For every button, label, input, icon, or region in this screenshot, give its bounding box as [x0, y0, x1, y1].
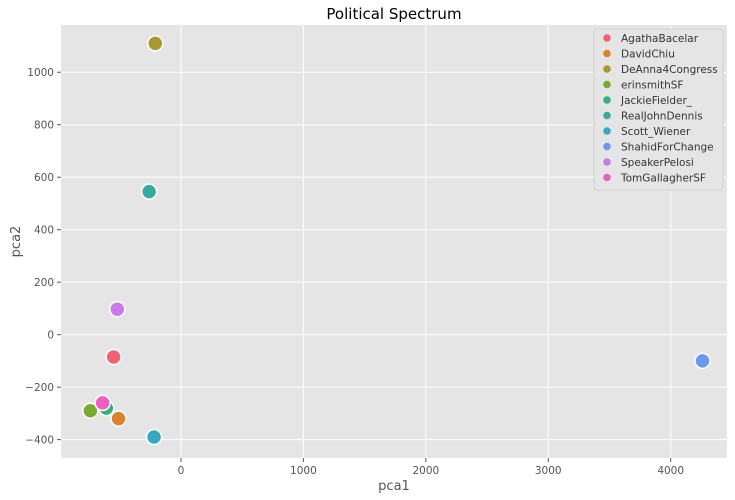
legend-label: SpeakerPelosi — [621, 157, 694, 169]
y-tick-label: 200 — [34, 277, 54, 289]
legend-box — [593, 28, 724, 191]
y-tick-label: 0 — [47, 330, 54, 342]
legend-label: TomGallagherSF — [620, 173, 706, 185]
legend-marker — [603, 142, 611, 151]
y-tick-label: −400 — [25, 435, 54, 447]
data-point-ShahidForChange — [694, 352, 711, 370]
legend-marker — [603, 173, 611, 182]
data-point-erinsmithSF — [82, 402, 99, 420]
x-tick-label: 3000 — [535, 465, 562, 477]
legend-label: DeAnna4Congress — [621, 64, 718, 76]
legend-marker — [603, 127, 611, 135]
data-point-AgathaBacelar — [105, 348, 122, 366]
y-tick-label: 800 — [34, 120, 54, 132]
legend-label: Scott_Wiener — [621, 126, 691, 138]
y-axis-label: pca2 — [9, 226, 24, 258]
data-point-DeAnna4Congress — [147, 35, 164, 52]
legend-label: erinsmithSF — [621, 80, 683, 92]
y-tick-label: −200 — [25, 382, 54, 394]
data-point-TomGallagherSF — [94, 394, 111, 412]
legend-label: JackieFielder_ — [620, 95, 693, 107]
y-tick-label: 400 — [34, 225, 54, 237]
legend-label: DavidChiu — [621, 49, 675, 61]
data-point-SpeakerPelosi — [109, 300, 126, 318]
legend-marker — [603, 65, 611, 73]
legend-label: AgathaBacelar — [621, 33, 699, 45]
legend: AgathaBacelar DavidChiu DeAnna4Congress eri… — [593, 28, 724, 191]
legend-marker — [603, 34, 611, 42]
data-point-RealJohnDennis — [140, 183, 158, 200]
legend-marker — [603, 96, 611, 104]
x-axis-label: pca1 — [378, 479, 410, 494]
x-tick-label: 4000 — [657, 465, 684, 477]
x-tick-label: 1000 — [290, 465, 317, 477]
y-tick-label: 1000 — [27, 67, 54, 79]
tick-layer: 0 1000 2000 3000 4000 −400 −200 0 200 400 600 800 10… — [25, 67, 684, 477]
point-layer — [82, 35, 711, 446]
x-tick-label: 2000 — [412, 465, 439, 477]
data-point-DavidChiu — [110, 410, 127, 427]
data-point-Scott_Wiener — [145, 428, 163, 446]
legend-marker — [603, 158, 611, 166]
legend-marker — [603, 111, 611, 120]
legend-marker — [603, 49, 611, 58]
legend-marker — [603, 80, 611, 89]
x-tick-label: 0 — [178, 465, 185, 477]
legend-label: RealJohnDennis — [621, 111, 703, 123]
y-tick-label: 600 — [34, 172, 54, 184]
chart-title: Political Spectrum — [326, 5, 461, 23]
legend-label: ShahidForChange — [621, 142, 714, 154]
